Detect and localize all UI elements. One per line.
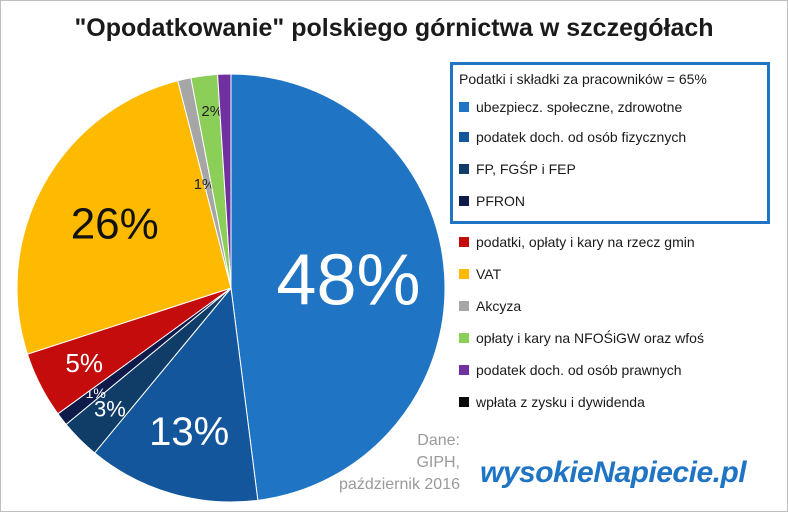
source-note-line: Dane: xyxy=(417,432,460,449)
legend-label: Akcyza xyxy=(476,298,522,314)
legend-entry: ubezpiecz. społeczne, zdrowotne xyxy=(459,93,761,121)
legend-swatch xyxy=(459,237,469,247)
legend-group-title: Podatki i składki za pracowników = 65% xyxy=(459,71,707,87)
legend-label: wpłata z zysku i dywidenda xyxy=(476,394,645,410)
legend-label: FP, FGŚP i FEP xyxy=(476,161,576,177)
legend-entry: opłaty i kary na NFOŚiGW oraz wfoś xyxy=(459,322,780,354)
legend-entry: Akcyza xyxy=(459,290,780,322)
slice-data-label: 3% xyxy=(94,397,126,422)
source-note-line: GIPH, xyxy=(416,454,460,471)
pie-slice xyxy=(16,80,232,355)
legend-group-employee-taxes: Podatki i składki za pracowników = 65% u… xyxy=(450,62,770,224)
legend-label: opłaty i kary na NFOŚiGW oraz wfoś xyxy=(476,330,704,346)
legend-entry: wpłata z zysku i dywidenda xyxy=(459,386,780,418)
legend-swatch xyxy=(459,132,469,142)
legend-swatch xyxy=(459,269,469,279)
pie-slice xyxy=(230,73,446,501)
legend-entry: VAT xyxy=(459,258,780,290)
chart-title: "Opodatkowanie" polskiego górnictwa w sz… xyxy=(74,14,714,42)
legend-label: podatki, opłaty i kary na rzecz gmin xyxy=(476,234,695,250)
legend-label: podatek doch. od osób prawnych xyxy=(476,362,682,378)
slice-data-label: 48% xyxy=(276,241,420,321)
legend-label: podatek doch. od osób fizycznych xyxy=(476,129,687,145)
legend-entry: FP, FGŚP i FEP xyxy=(459,153,761,185)
legend-swatch xyxy=(459,333,469,343)
legend-entry: podatek doch. od osób prawnych xyxy=(459,354,780,386)
slice-data-label: 2% xyxy=(201,103,223,120)
legend-entry: podatki, opłaty i kary na rzecz gmin xyxy=(459,226,780,258)
source-note: Dane: GIPH, październik 2016 xyxy=(300,430,460,496)
legend-swatch xyxy=(459,365,469,375)
legend-entry: podatek doch. od osób fizycznych xyxy=(459,121,761,153)
legend-swatch xyxy=(459,102,469,112)
pie-slice xyxy=(93,286,259,503)
slice-data-label: 13% xyxy=(149,410,229,454)
slice-data-label: 26% xyxy=(71,200,159,249)
legend-swatch xyxy=(459,164,469,174)
legend-swatch xyxy=(459,301,469,311)
legend-swatch xyxy=(459,397,469,407)
source-note-line: październik 2016 xyxy=(339,476,460,493)
legend-label: ubezpiecz. społeczne, zdrowotne xyxy=(476,99,683,115)
legend: Podatki i składki za pracowników = 65% u… xyxy=(450,62,780,418)
legend-label: PFRON xyxy=(476,193,525,209)
legend-swatch xyxy=(459,196,469,206)
slice-data-label: 5% xyxy=(65,348,103,378)
legend-entry: PFRON xyxy=(459,185,761,217)
legend-label: VAT xyxy=(476,266,502,282)
pie-slice xyxy=(217,73,232,289)
brand-logo: wysokieNapiecie.pl xyxy=(480,456,747,489)
